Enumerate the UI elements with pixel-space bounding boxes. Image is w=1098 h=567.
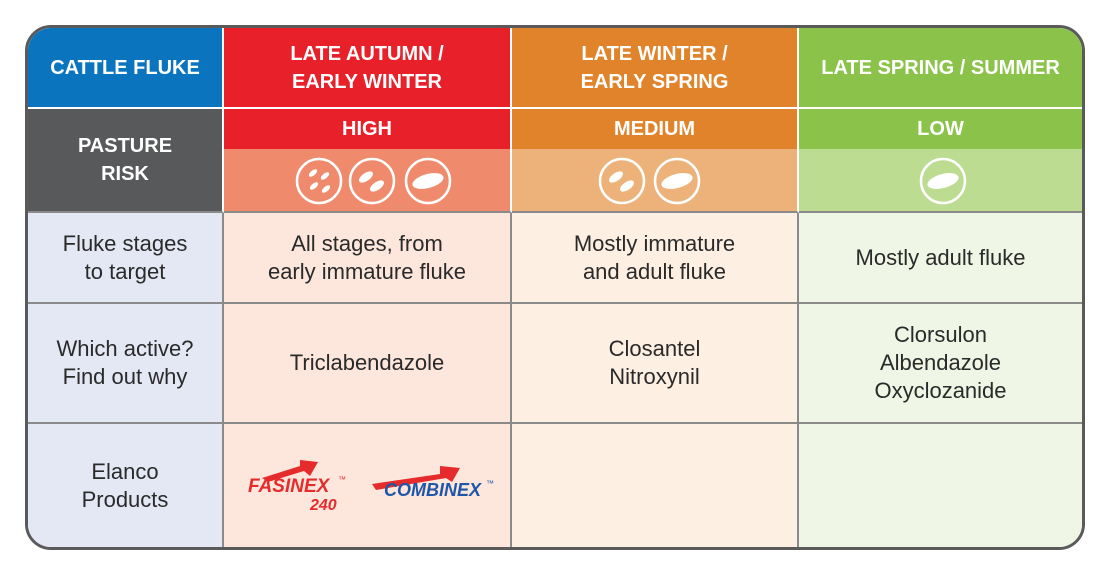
product-sub: 240	[309, 497, 337, 514]
cell-text: LATE SPRING / SUMMER	[821, 56, 1060, 79]
cell: Closantel Nitroxynil	[512, 304, 799, 424]
cell-text: Albendazole	[879, 350, 1002, 375]
cell-text: All stages, from	[291, 230, 443, 256]
cell-text: Triclabendazole	[289, 350, 445, 375]
cell-text: Find out why	[62, 364, 188, 389]
product-name: FASINEX	[248, 476, 331, 497]
risk-level: MEDIUM	[613, 118, 696, 140]
risk-level: LOW	[917, 118, 964, 140]
cell: LOW	[799, 109, 1082, 149]
cell: CATTLE FLUKE	[28, 28, 224, 109]
cell-text: Mostly adult fluke	[855, 244, 1026, 270]
product-tm: ™	[338, 475, 346, 484]
cell: Elanco Products	[28, 424, 224, 547]
cell-text: LATE AUTUMN /	[290, 42, 444, 65]
cell-text: Closantel	[608, 336, 701, 361]
cell-text: Oxyclozanide	[874, 378, 1007, 403]
cell-text: EARLY SPRING	[580, 70, 729, 93]
cell	[224, 424, 512, 547]
cell: Mostly adult fluke	[799, 213, 1082, 304]
cell: Clorsulon Albendazole Oxyclozanide	[799, 304, 1082, 424]
cell-text: CATTLE FLUKE	[50, 56, 200, 79]
product-tm: ™	[486, 479, 494, 488]
cell-text: Mostly immature	[573, 230, 736, 256]
fluke-icons	[295, 157, 967, 205]
cell: MEDIUM	[512, 109, 799, 149]
cell-text: to target	[84, 258, 166, 284]
cell-text: Products	[81, 486, 169, 512]
cell-text: PASTURE	[77, 135, 173, 157]
cell-text: and adult fluke	[582, 258, 727, 284]
cell: All stages, from early immature fluke	[224, 213, 512, 304]
cell-text: Nitroxynil	[609, 364, 700, 389]
cell: LATE WINTER / EARLY SPRING	[512, 28, 799, 109]
cell: HIGH	[224, 109, 512, 149]
cell	[799, 424, 1082, 547]
fluke-shapes	[308, 169, 959, 193]
product-name: COMBINEX	[384, 480, 482, 500]
product-logos: FASINEX ™ 240 COMBINEX ™	[248, 460, 494, 514]
cell: Mostly immature and adult fluke	[512, 213, 799, 304]
cell: LATE SPRING / SUMMER	[799, 28, 1082, 109]
cell	[512, 424, 799, 547]
cell-text: RISK	[101, 163, 149, 185]
risk-level: HIGH	[342, 118, 392, 140]
cell-text: early immature fluke	[267, 258, 467, 284]
cell-text: Elanco	[91, 458, 159, 484]
cell-text: Clorsulon	[894, 322, 987, 347]
cell: PASTURE RISK	[28, 109, 224, 213]
cell-text: LATE WINTER /	[581, 42, 728, 65]
cell: Fluke stages to target	[28, 213, 224, 304]
cell: LATE AUTUMN / EARLY WINTER	[224, 28, 512, 109]
cell-text: EARLY WINTER	[291, 70, 443, 93]
cell-text: Fluke stages	[62, 230, 188, 256]
cell-text: Which active?	[56, 336, 194, 361]
cell: Which active? Find out why	[28, 304, 224, 424]
cell: Triclabendazole	[224, 304, 512, 424]
